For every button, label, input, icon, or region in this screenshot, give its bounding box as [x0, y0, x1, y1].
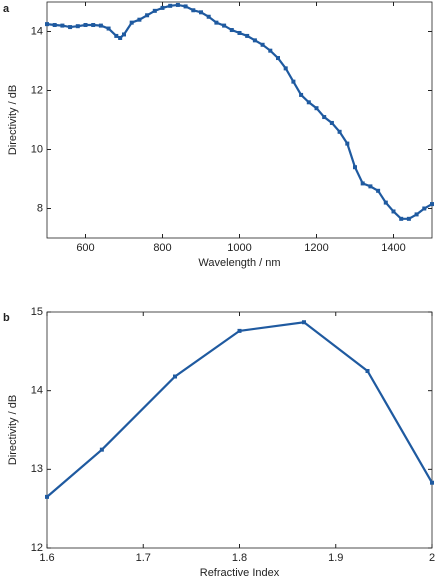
- data-point: [353, 165, 357, 170]
- y-tick-label: 8: [37, 202, 43, 214]
- data-line: [46, 321, 433, 498]
- y-tick-label: 10: [31, 143, 43, 155]
- data-point: [145, 13, 150, 18]
- data-point: [422, 206, 427, 211]
- x-tick-label: 2: [429, 552, 435, 564]
- data-point: [206, 14, 211, 19]
- data-point: [68, 25, 73, 30]
- x-tick-label: 600: [76, 242, 94, 254]
- data-point: [173, 374, 178, 379]
- data-line: [46, 3, 433, 220]
- data-point: [345, 141, 350, 146]
- data-point: [414, 212, 419, 217]
- data-point: [91, 23, 96, 28]
- panel-label: b: [3, 312, 10, 324]
- data-point: [98, 23, 103, 28]
- data-point: [237, 328, 242, 333]
- y-tick-label: 14: [31, 385, 43, 397]
- data-point: [322, 115, 327, 120]
- x-tick-label: 1.9: [328, 552, 343, 564]
- data-point: [118, 35, 123, 40]
- data-point: [376, 188, 381, 193]
- data-point: [237, 30, 242, 35]
- x-axis-label: Wavelength / nm: [198, 257, 280, 269]
- data-point: [430, 202, 434, 207]
- data-point: [175, 2, 180, 7]
- y-axis-label: Directivity / dB: [7, 85, 19, 155]
- data-point: [329, 120, 334, 125]
- data-point: [391, 209, 396, 214]
- data-point: [129, 20, 134, 25]
- data-point: [260, 42, 265, 47]
- data-point: [301, 320, 306, 325]
- y-tick-label: 13: [31, 463, 43, 475]
- data-point: [122, 32, 126, 37]
- data-point: [152, 8, 157, 13]
- y-tick-label: 12: [31, 542, 43, 554]
- data-point: [337, 129, 342, 134]
- data-point: [60, 23, 65, 28]
- data-point: [45, 22, 49, 27]
- data-point: [214, 20, 219, 25]
- data-point: [99, 447, 104, 452]
- panel-label: a: [3, 3, 10, 15]
- x-tick-label: 800: [153, 242, 171, 254]
- data-point: [114, 33, 119, 38]
- data-point: [268, 48, 273, 53]
- plot-frame: [46, 1, 433, 239]
- y-axis-label: Directivity / dB: [7, 395, 19, 465]
- data-point: [137, 17, 142, 22]
- x-tick-label: 1.8: [232, 552, 247, 564]
- x-tick-label: 1400: [381, 242, 405, 254]
- data-point: [314, 106, 319, 111]
- x-tick-label: 1.7: [136, 552, 151, 564]
- data-point: [360, 181, 365, 186]
- data-point: [406, 216, 411, 221]
- data-point: [399, 216, 404, 221]
- data-point: [222, 23, 227, 28]
- data-point: [75, 24, 80, 29]
- y-tick-label: 12: [31, 84, 43, 96]
- data-point: [45, 494, 49, 499]
- data-point: [160, 5, 165, 10]
- data-point: [168, 3, 173, 8]
- y-tick-label: 15: [31, 306, 43, 318]
- data-point: [291, 79, 296, 84]
- x-tick-label: 1.6: [39, 552, 54, 564]
- data-point: [229, 28, 234, 33]
- data-point: [199, 10, 203, 15]
- data-point: [299, 92, 304, 97]
- data-point: [191, 8, 196, 13]
- data-point: [106, 26, 111, 31]
- data-point: [430, 480, 434, 485]
- data-point: [306, 100, 311, 105]
- x-tick-label: 1000: [227, 242, 251, 254]
- x-axis-label: Refractive Index: [200, 567, 280, 579]
- data-point: [83, 23, 88, 28]
- data-point: [245, 33, 250, 38]
- plot-frame: [46, 311, 433, 549]
- data-point: [276, 56, 280, 61]
- data-point: [283, 66, 288, 71]
- data-point: [365, 369, 370, 373]
- data-point: [52, 23, 57, 28]
- x-tick-label: 1200: [304, 242, 328, 254]
- data-point: [183, 4, 188, 9]
- y-tick-label: 14: [31, 25, 43, 37]
- data-point: [252, 38, 257, 43]
- data-point: [383, 200, 388, 205]
- data-point: [368, 184, 373, 189]
